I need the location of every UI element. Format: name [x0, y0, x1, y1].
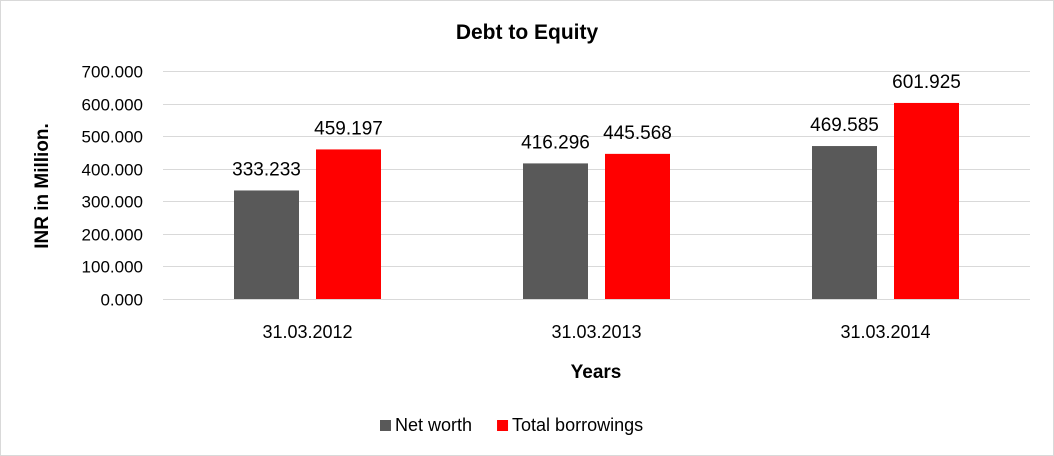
y-tick-label: 600.000 — [82, 96, 143, 115]
x-axis-categories: 31.03.2012 31.03.2013 31.03.2014 — [262, 322, 930, 342]
data-label: 445.568 — [603, 123, 672, 144]
legend-swatch — [380, 420, 391, 431]
data-label: 601.925 — [892, 72, 961, 93]
bar — [523, 163, 588, 299]
x-axis-title: Years — [571, 362, 622, 383]
legend-swatch — [497, 420, 509, 431]
y-tick-label: 200.000 — [82, 226, 143, 245]
bar — [894, 102, 959, 299]
bar — [605, 153, 670, 299]
y-tick-label: 0.000 — [100, 291, 143, 310]
bars — [234, 102, 959, 299]
y-tick-label: 400.000 — [82, 161, 143, 180]
y-tick-label: 100.000 — [82, 258, 143, 277]
data-label: 333.233 — [232, 159, 301, 180]
legend: Net worth Total borrowings — [380, 415, 643, 435]
legend-label: Net worth — [395, 415, 472, 435]
bar — [316, 149, 381, 299]
data-label: 459.197 — [314, 118, 383, 139]
y-axis-ticks: 0.000 100.000 200.000 300.000 400.000 500.000… — [82, 63, 143, 310]
chart-title: Debt to Equity — [456, 21, 599, 44]
data-labels: 333.233 459.197 416.296 445.568 469.585 601.9… — [232, 72, 961, 181]
y-axis-title: INR in Million. — [32, 123, 53, 249]
data-label: 416.296 — [521, 132, 590, 153]
bar — [234, 190, 299, 299]
y-tick-label: 300.000 — [82, 193, 143, 212]
x-tick-label: 31.03.2014 — [840, 322, 930, 342]
data-label: 469.585 — [810, 115, 879, 136]
bar — [812, 146, 877, 299]
legend-label: Total borrowings — [512, 415, 643, 435]
y-tick-label: 700.000 — [82, 63, 143, 82]
y-tick-label: 500.000 — [82, 128, 143, 147]
x-tick-label: 31.03.2013 — [551, 322, 641, 342]
x-tick-label: 31.03.2012 — [262, 322, 352, 342]
gridlines — [163, 71, 1030, 300]
